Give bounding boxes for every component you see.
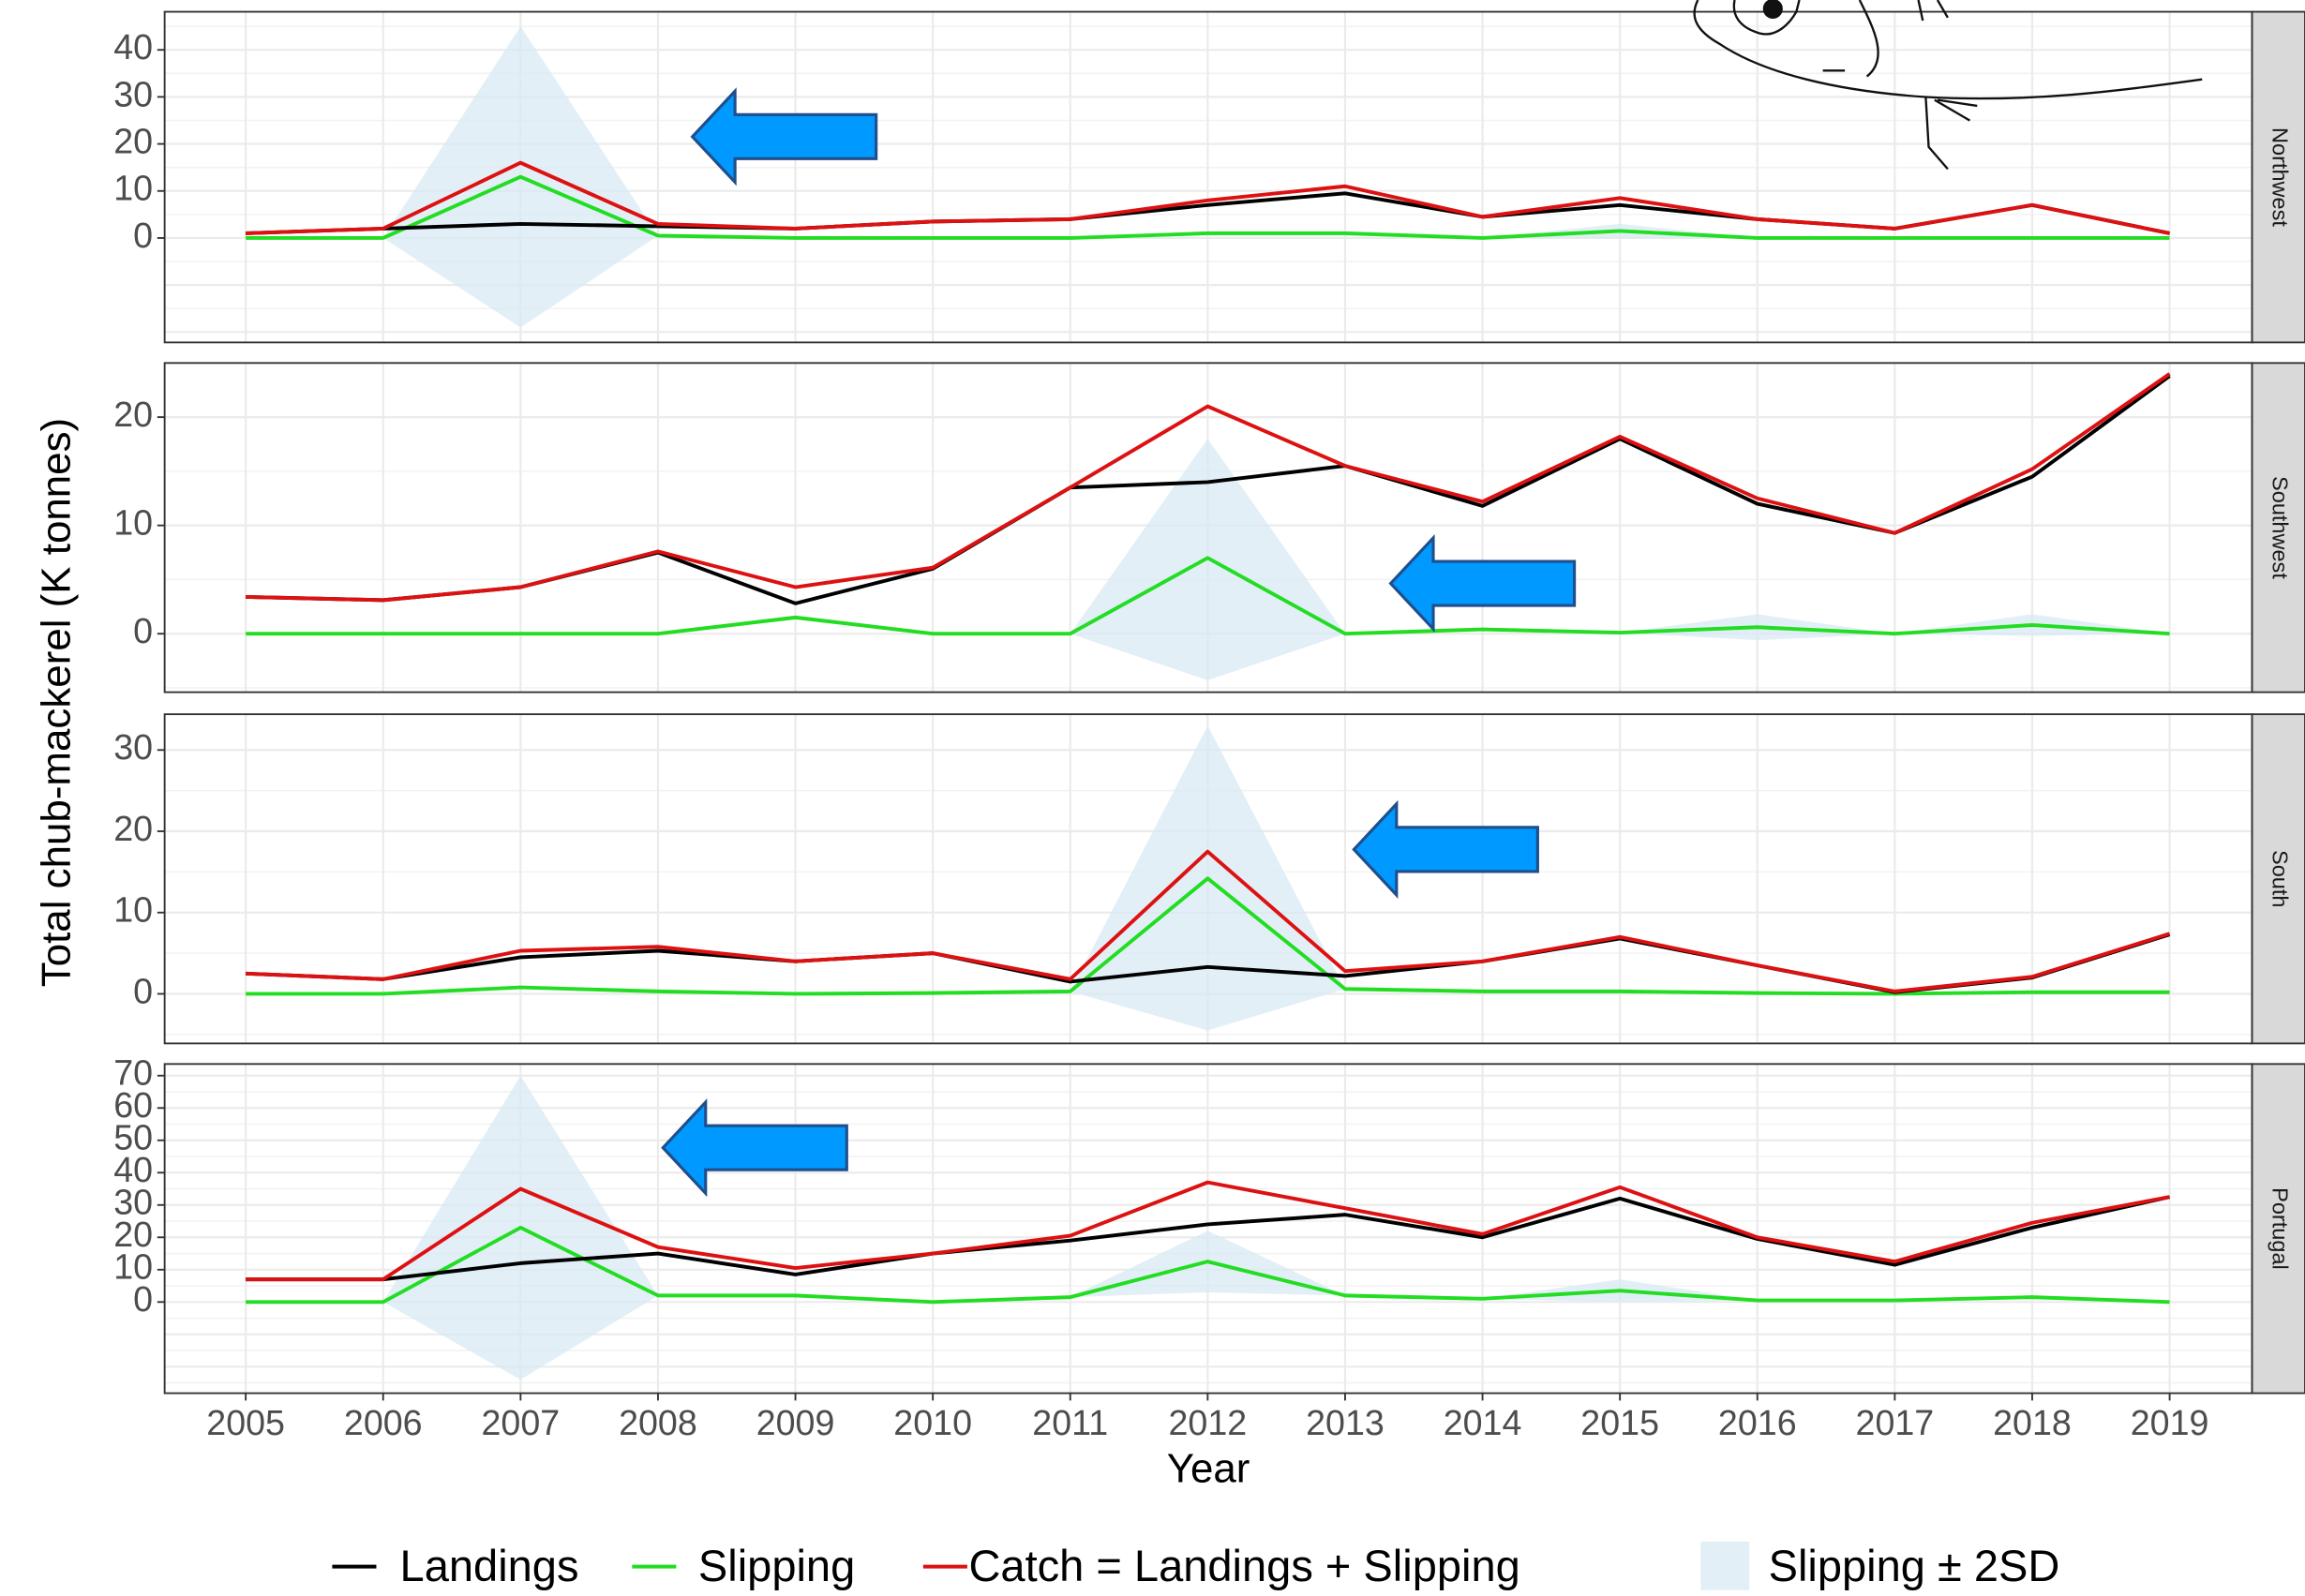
legend-label: Slipping ± 2SD	[1769, 1541, 2060, 1590]
y-tick-label: 30	[113, 727, 153, 767]
y-tick-label: 10	[113, 1247, 153, 1287]
y-axis-title: Total chub-mackerel (K tonnes)	[33, 418, 79, 987]
x-tick-label: 2016	[1718, 1403, 1797, 1442]
y-tick-label: 20	[113, 809, 153, 848]
x-axis-title: Year	[1167, 1445, 1250, 1491]
y-tick-label: 10	[113, 503, 153, 543]
x-tick-label: 2012	[1169, 1403, 1248, 1442]
plot-area	[164, 363, 2253, 693]
fish-sketch	[1693, 0, 2203, 171]
y-tick-label: 10	[113, 169, 153, 208]
legend-label: Slipping	[698, 1541, 855, 1590]
y-tick-label: 30	[113, 74, 153, 113]
y-tick-label: 60	[113, 1085, 153, 1125]
fish-gill	[1822, 0, 1879, 78]
arrow	[690, 87, 878, 186]
facet-panel: 0 10 20 Southwest	[113, 362, 2305, 694]
plot-area	[164, 11, 2253, 343]
arrow	[1388, 533, 1577, 634]
y-tick-label: 40	[113, 1150, 153, 1189]
series-line	[246, 556, 2170, 636]
fish-eye-ring	[1732, 0, 1801, 36]
x-tick-label: 2006	[344, 1403, 423, 1442]
arrows	[661, 87, 1577, 1198]
y-tick-label: 0	[133, 1279, 153, 1319]
x-tick-label: 2018	[1993, 1403, 2072, 1442]
x-tick-label: 2007	[481, 1403, 560, 1442]
series-line	[246, 160, 2170, 235]
series-line	[246, 1180, 2170, 1282]
legend-label: Landings	[400, 1541, 579, 1590]
strip	[2251, 713, 2305, 1045]
y-tick-label: 30	[113, 1183, 153, 1222]
x-tick-label: 2011	[1032, 1403, 1108, 1442]
strip-label: Northwest	[2268, 127, 2293, 227]
fish-scales	[1917, 0, 1949, 22]
strip	[2251, 10, 2305, 344]
series-line	[246, 876, 2170, 996]
facet-panel: 0 10 20 30 40 Northwest	[113, 10, 2305, 344]
plot-area	[164, 1064, 2253, 1394]
x-tick-label: 2005	[206, 1403, 285, 1442]
y-tick-label: 40	[113, 27, 153, 67]
fish-fin	[1924, 97, 1978, 171]
series-line	[246, 372, 2171, 603]
panels: 010203040Northwest01020Southwest0102030S…	[113, 10, 2305, 1442]
x-tick-label: 2008	[619, 1403, 697, 1442]
y-tick-label: 70	[113, 1053, 153, 1093]
series-line	[246, 849, 2171, 993]
series-line	[246, 1195, 2171, 1282]
y-tick-label: 0	[133, 971, 153, 1010]
series-line	[246, 174, 2170, 240]
strip	[2251, 362, 2305, 694]
legend: Landings Slipping Catch = Landings + Slipp…	[332, 1541, 2059, 1590]
x-tick-label: 2014	[1444, 1403, 1522, 1442]
strip	[2251, 1063, 2305, 1395]
x-tick-label: 2017	[1856, 1403, 1935, 1442]
strip-label: South	[2268, 850, 2293, 907]
y-tick-label: 20	[113, 395, 153, 434]
facet-panel: 0 10 20 30 South	[113, 713, 2305, 1045]
strip-label: Portugal	[2268, 1187, 2293, 1270]
y-tick-label: 20	[113, 122, 153, 161]
y-tick-label: 0	[133, 611, 153, 650]
x-tick-label: 2009	[756, 1403, 835, 1442]
fish-eye	[1762, 0, 1783, 19]
fish-outline	[1693, 0, 2203, 100]
x-tick-label: 2013	[1306, 1403, 1384, 1442]
y-tick-label: 20	[113, 1215, 153, 1254]
arrow	[661, 1098, 848, 1198]
x-tick-label: 2015	[1580, 1403, 1659, 1442]
legend-swatch	[1700, 1541, 1750, 1590]
y-tick-label: 10	[113, 890, 153, 930]
plot-area	[164, 714, 2253, 1044]
x-tick-label: 2010	[893, 1403, 972, 1442]
y-tick-label: 0	[133, 216, 153, 255]
arrow	[1352, 799, 1539, 899]
strip-label: Southwest	[2268, 476, 2293, 579]
legend-label: Catch = Landings + Slipping	[968, 1541, 1519, 1590]
x-tick-label: 2019	[2131, 1403, 2209, 1442]
y-tick-label: 50	[113, 1118, 153, 1157]
series-line	[246, 1225, 2170, 1305]
